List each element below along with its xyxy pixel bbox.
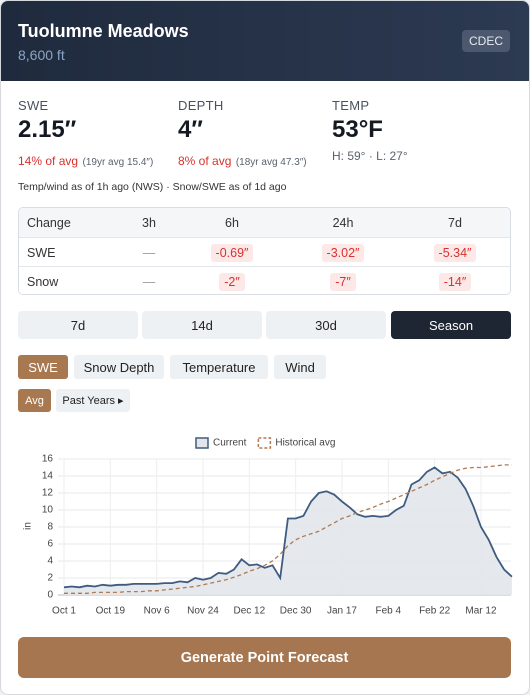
avg-toggle[interactable]: Avg: [18, 389, 51, 412]
elevation: 8,600 ft: [18, 47, 65, 63]
y-tick-label: 10: [42, 505, 54, 516]
change-table: Change 3h 6h 24h 7d SWE — -0.69″ -3.02″ -5.34″ Sno…: [18, 207, 511, 295]
cell: 7d: [415, 208, 495, 237]
chart: 0 2 4 6 8 10 12 14 16 Oct 1 Oct 19 Nov 6 Nov 24 Dec 1…: [23, 437, 513, 617]
cell: Change: [27, 208, 71, 237]
table-cell: 6h: [225, 215, 239, 230]
x-tick-label: Oct 19: [96, 606, 126, 617]
x-tick-label: Mar 12: [465, 606, 497, 617]
y-tick-label: 14: [42, 471, 54, 482]
cell: 24h: [303, 208, 383, 237]
source-badge[interactable]: CDEC: [462, 30, 511, 52]
stat-pct: 8% of avg: [178, 154, 232, 168]
cell: -7″: [303, 267, 383, 294]
area: [64, 467, 512, 595]
table-cell: SWE: [27, 245, 56, 260]
y-tick-label: 2: [47, 573, 53, 584]
cell: —: [109, 267, 189, 294]
table-cell: Change: [27, 215, 71, 230]
title: Tuolumne Meadows: [18, 21, 189, 41]
legend-swatch: [257, 437, 272, 449]
table-row: Snow — -2″ -7″ -14″: [19, 266, 510, 294]
x-tick-label: Nov 24: [187, 606, 219, 617]
cell: -0.69″: [192, 238, 272, 267]
table-cell: 7d: [448, 215, 462, 230]
past-years-toggle[interactable]: Past Years ▸: [56, 389, 130, 412]
y-tick-label: 8: [47, 522, 53, 533]
header: Tuolumne Meadows 8,600 ft CDEC: [1, 1, 529, 81]
metric-tab[interactable]: SWE: [18, 355, 68, 379]
range-button[interactable]: 14d: [142, 311, 262, 339]
stat-detail: (18yr avg 47.3″): [235, 157, 307, 168]
stat-pct: 14% of avg: [18, 154, 79, 168]
cell: -5.34″: [415, 238, 495, 267]
x-tick-label: Oct 1: [52, 606, 76, 617]
change-value: -5.34″: [433, 243, 477, 262]
legend-swatch: [195, 437, 209, 449]
cell: -2″: [192, 267, 272, 294]
metric-tab[interactable]: Temperature: [170, 355, 268, 379]
x-tick-label: Nov 6: [144, 606, 171, 617]
cell: 6h: [192, 208, 272, 237]
cell: 3h: [109, 208, 189, 237]
stat-value: 53°F: [332, 116, 383, 143]
y-tick-label: 16: [42, 454, 54, 465]
cell: SWE: [27, 238, 55, 267]
stat-label: SWE: [18, 98, 49, 113]
cell: -14″: [415, 267, 495, 294]
change-value: -0.69″: [210, 243, 254, 262]
stat-detail: H: 59° · L: 27°: [332, 149, 408, 163]
y-tick-label: 12: [42, 488, 54, 499]
stat-label: DEPTH: [178, 98, 224, 113]
table-cell: —: [142, 274, 156, 289]
stat-value: 4″: [178, 116, 203, 143]
line: [63, 466, 513, 589]
stat-detail: (19yr avg 15.4″): [82, 157, 154, 168]
cell: -3.02″: [303, 238, 383, 267]
stat-label: TEMP: [332, 98, 370, 113]
change-value: -2″: [219, 272, 245, 291]
table-row: Change 3h 6h 24h 7d: [19, 208, 510, 237]
table-cell: 24h: [332, 215, 354, 230]
legend-label: Current: [213, 438, 247, 449]
range-button[interactable]: Season: [391, 311, 511, 339]
y-tick-label: 0: [47, 590, 53, 601]
change-value: -14″: [438, 272, 472, 291]
range-button[interactable]: 30d: [266, 311, 386, 339]
x-tick-label: Feb 4: [376, 606, 402, 617]
line: [64, 464, 512, 594]
metric-tab[interactable]: Snow Depth: [74, 355, 164, 379]
stat-value: 2.15″: [18, 116, 77, 143]
y-tick-label: 4: [47, 556, 53, 567]
legend-label: Historical avg: [275, 438, 335, 449]
cell: Snow: [27, 267, 59, 294]
forecast-button[interactable]: Generate Point Forecast: [18, 637, 511, 678]
x-tick-label: Dec 30: [280, 606, 312, 617]
y-axis-label: in: [23, 522, 34, 530]
y-tick-label: 6: [47, 539, 53, 550]
x-tick-label: Jan 17: [327, 606, 357, 617]
x-tick-label: Dec 12: [233, 606, 265, 617]
update-note: Temp/wind as of 1h ago (NWS) · Snow/SWE …: [18, 181, 287, 193]
table-cell: 3h: [142, 215, 156, 230]
table-cell: —: [142, 245, 156, 260]
change-value: -7″: [330, 272, 356, 291]
x-tick-label: Feb 22: [419, 606, 451, 617]
metric-tab[interactable]: Wind: [274, 355, 326, 379]
cell: —: [109, 238, 189, 267]
table-row: SWE — -0.69″ -3.02″ -5.34″: [19, 237, 510, 267]
change-value: -3.02″: [321, 243, 365, 262]
table-cell: Snow: [27, 274, 59, 289]
range-button[interactable]: 7d: [18, 311, 138, 339]
